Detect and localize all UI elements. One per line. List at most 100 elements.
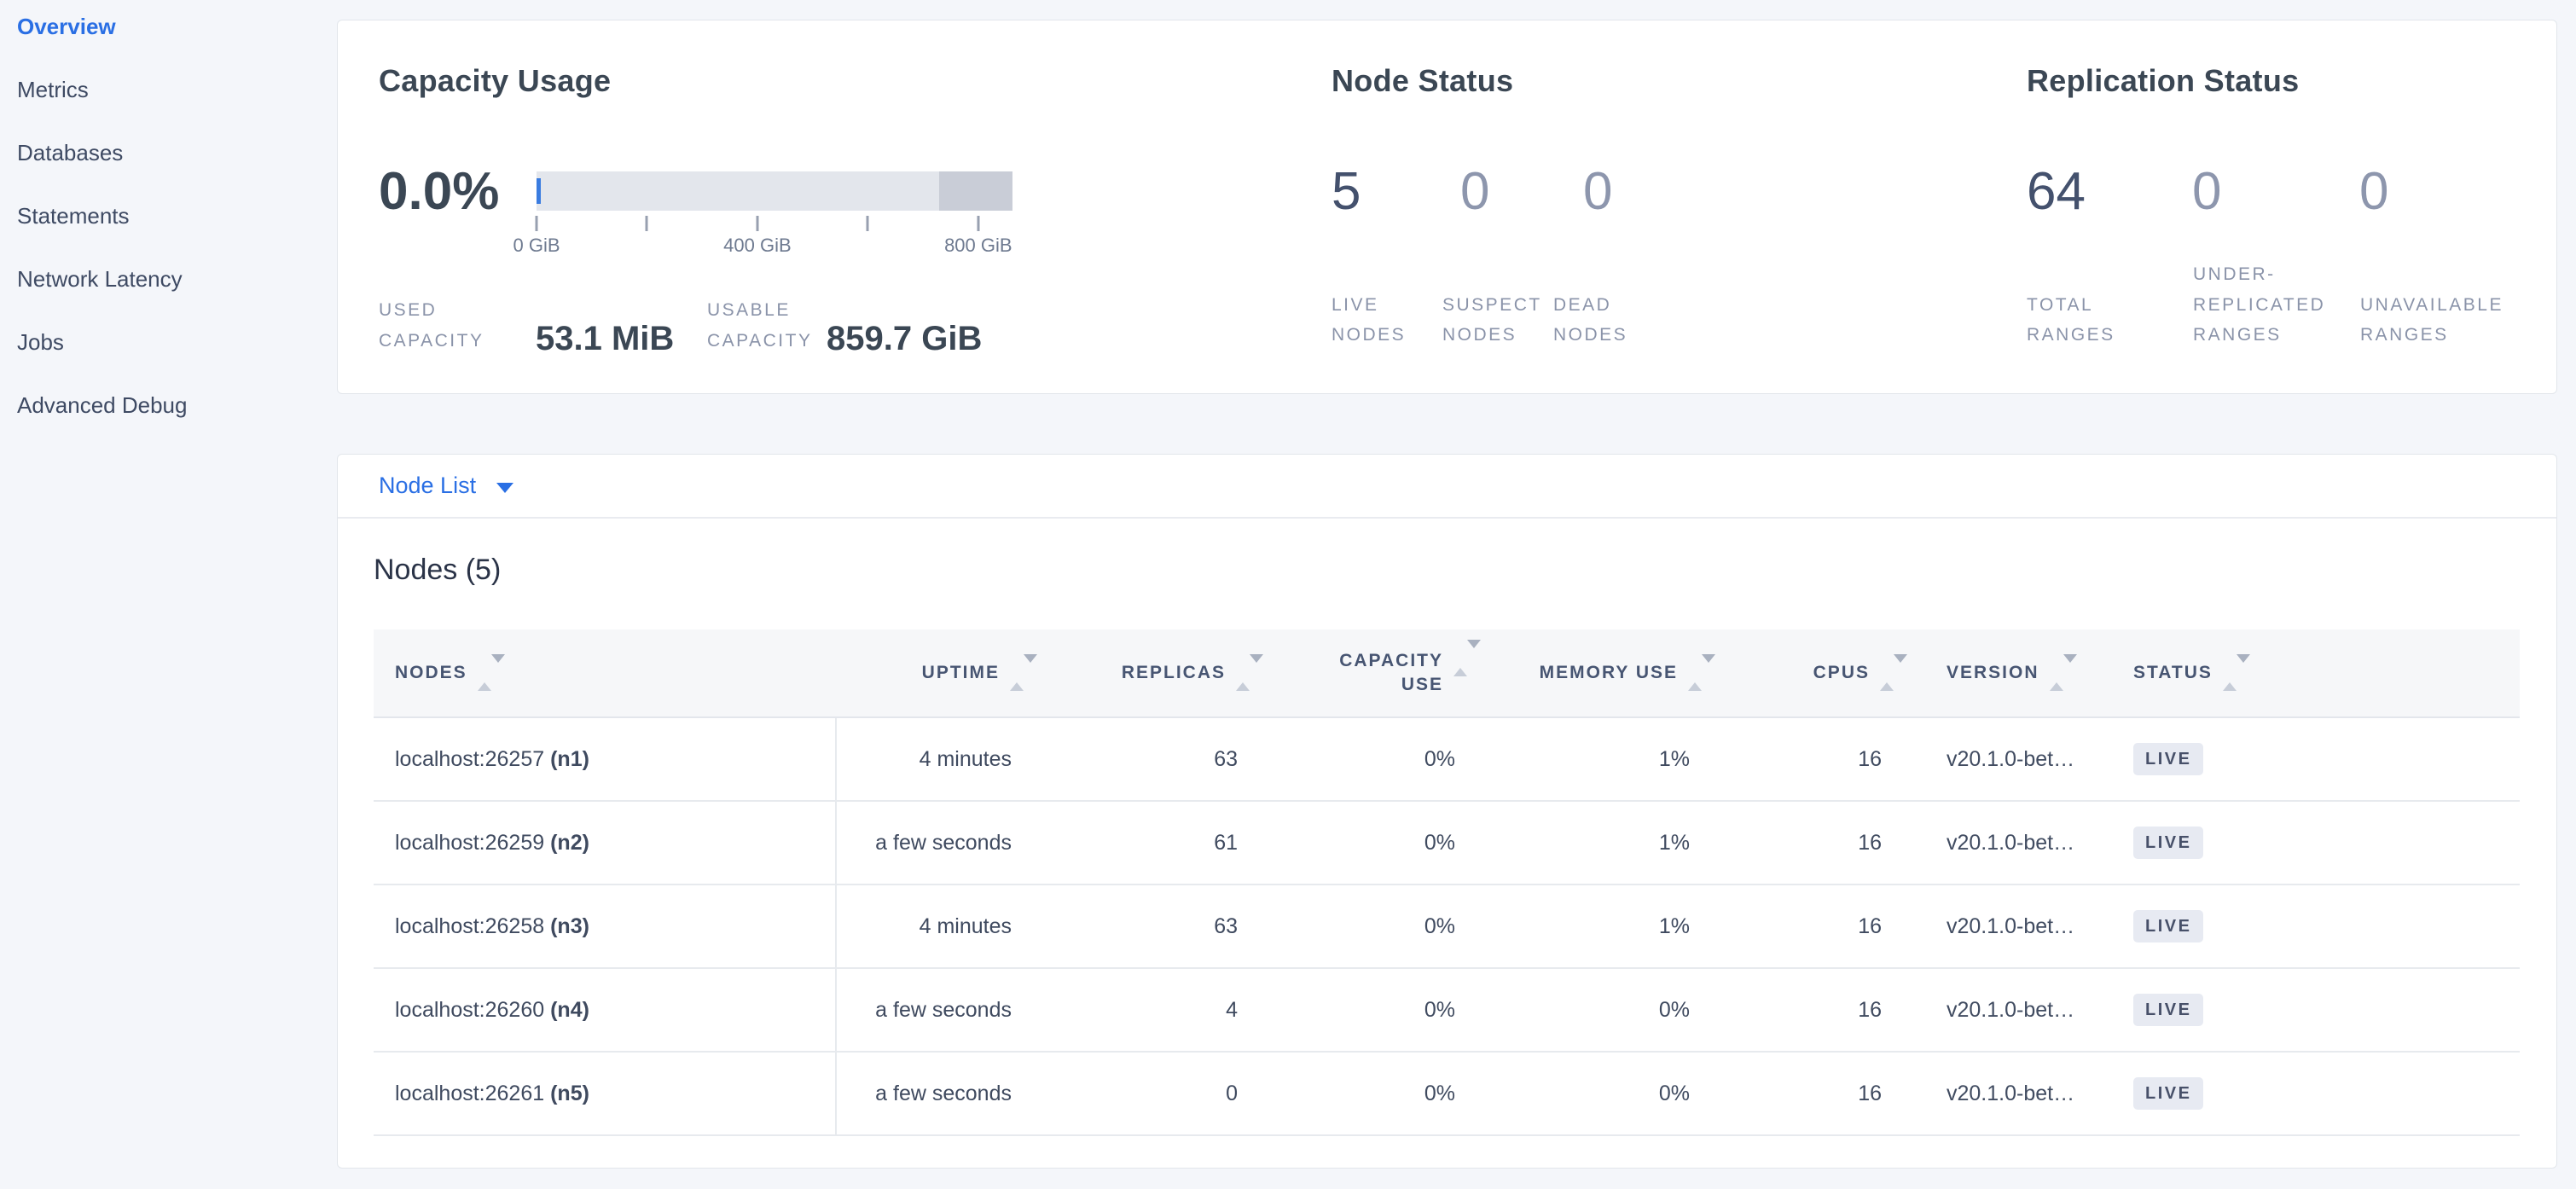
sort-icon bbox=[1010, 654, 1037, 691]
replicas-cell: 63 bbox=[1214, 914, 1238, 938]
node-id: (n3) bbox=[550, 914, 589, 938]
replication-values: 64 0 0 bbox=[2027, 165, 2388, 218]
nodes-count-title: Nodes (5) bbox=[374, 554, 502, 586]
suspect-nodes-label: SUSPECT NODES bbox=[1442, 294, 1542, 345]
column-header-memory-use[interactable]: MEMORY USE bbox=[1489, 629, 1724, 716]
memory-use-cell: 1% bbox=[1658, 914, 1690, 938]
node-address: localhost:26257 bbox=[395, 746, 545, 771]
node-list-dropdown[interactable]: Node List bbox=[379, 473, 514, 499]
capacity-gauge-row: 0.0% 0 GiB 400 GiB bbox=[379, 165, 1012, 258]
status-badge: LIVE bbox=[2133, 826, 2204, 859]
sidebar-item-databases[interactable]: Databases bbox=[17, 140, 124, 165]
sidebar-item-advanced-debug[interactable]: Advanced Debug bbox=[17, 392, 188, 418]
node-address: localhost:26258 bbox=[395, 914, 545, 938]
sidebar-item-statements[interactable]: Statements bbox=[17, 203, 130, 229]
node-address-link[interactable]: localhost:26259 (n2) bbox=[395, 831, 589, 856]
table-row: localhost:26258 (n3) 4 minutes 63 0% 1% … bbox=[374, 885, 2520, 969]
memory-use-cell: 1% bbox=[1658, 830, 1690, 855]
capacity-gauge-bar bbox=[537, 171, 1012, 211]
sort-icon bbox=[1880, 654, 1907, 691]
capacity-use-cell: 0% bbox=[1424, 746, 1455, 771]
status-cell: LIVE bbox=[2112, 885, 2520, 967]
column-label: VERSION bbox=[1947, 662, 2039, 682]
column-label: CAPACITY USE bbox=[1339, 650, 1443, 694]
sort-icon bbox=[2049, 654, 2077, 691]
column-header-cpus[interactable]: CPUS bbox=[1724, 629, 1916, 716]
gauge-tick-label: 0 GiB bbox=[513, 235, 560, 256]
sidebar: Overview Metrics Databases Statements Ne… bbox=[0, 0, 337, 1189]
memory-use-cell: 1% bbox=[1658, 746, 1690, 771]
main-content: Capacity Usage 0.0% bbox=[337, 0, 2576, 1189]
capacity-gauge-ticks bbox=[535, 216, 1012, 231]
view-selector-bar: Node List bbox=[338, 455, 2556, 519]
sidebar-item-metrics[interactable]: Metrics bbox=[17, 77, 89, 102]
node-address-link[interactable]: localhost:26257 (n1) bbox=[395, 747, 589, 772]
column-header-status[interactable]: STATUS bbox=[2112, 629, 2520, 716]
capacity-use-cell: 0% bbox=[1424, 830, 1455, 855]
node-name-cell[interactable]: localhost:26261 (n5) bbox=[374, 1053, 837, 1134]
capacity-use-cell: 0% bbox=[1424, 914, 1455, 938]
sidebar-item-overview[interactable]: Overview bbox=[17, 14, 116, 39]
cpus-cell: 16 bbox=[1858, 1081, 1882, 1105]
node-name-cell[interactable]: localhost:26260 (n4) bbox=[374, 969, 837, 1051]
capacity-gauge-used-marker bbox=[537, 178, 541, 204]
memory-use-cell: 0% bbox=[1658, 1081, 1690, 1105]
node-name-cell[interactable]: localhost:26258 (n3) bbox=[374, 885, 837, 967]
live-nodes-value: 5 bbox=[1332, 162, 1361, 221]
capacity-stats: USED CAPACITY 53.1 MiB USABLE CAPACITY 8… bbox=[379, 295, 982, 356]
node-address-link[interactable]: localhost:26258 (n3) bbox=[395, 914, 589, 939]
node-address-link[interactable]: localhost:26260 (n4) bbox=[395, 998, 589, 1023]
node-name-cell[interactable]: localhost:26257 (n1) bbox=[374, 718, 837, 800]
status-cell: LIVE bbox=[2112, 718, 2520, 800]
node-id: (n5) bbox=[550, 1081, 589, 1105]
sort-icon bbox=[1236, 654, 1263, 691]
node-id: (n4) bbox=[550, 997, 589, 1022]
column-label: MEMORY USE bbox=[1539, 662, 1678, 682]
version-cell: v20.1.0-bet… bbox=[1947, 746, 2075, 771]
node-list-card: Node List Nodes (5) NODES UPTIME bbox=[337, 454, 2557, 1169]
cpus-cell: 16 bbox=[1858, 830, 1882, 855]
sidebar-item-jobs[interactable]: Jobs bbox=[17, 329, 64, 355]
dead-nodes-label: DEAD NODES bbox=[1553, 294, 1628, 345]
replicas-cell: 4 bbox=[1226, 997, 1238, 1022]
usable-capacity-label: USABLE CAPACITY bbox=[707, 300, 813, 351]
nodes-table-header: NODES UPTIME REPLICAS CAPACITY USE bbox=[374, 629, 2520, 718]
total-ranges-label: TOTAL RANGES bbox=[2027, 294, 2115, 345]
column-header-nodes[interactable]: NODES bbox=[374, 629, 837, 716]
chevron-down-icon bbox=[496, 482, 514, 493]
uptime-cell: 4 minutes bbox=[919, 914, 1012, 938]
capacity-usage-section: Capacity Usage 0.0% bbox=[379, 63, 1061, 360]
version-cell: v20.1.0-bet… bbox=[1947, 1081, 2075, 1105]
unavailable-ranges-label: UNAVAILABLE RANGES bbox=[2360, 294, 2503, 345]
status-cell: LIVE bbox=[2112, 969, 2520, 1051]
status-badge: LIVE bbox=[2133, 994, 2204, 1026]
dead-nodes-value: 0 bbox=[1583, 162, 1613, 221]
column-label: UPTIME bbox=[921, 662, 1000, 682]
table-row: localhost:26259 (n2) a few seconds 61 0%… bbox=[374, 802, 2520, 885]
sort-icon bbox=[477, 654, 505, 691]
status-cell: LIVE bbox=[2112, 1053, 2520, 1134]
column-header-uptime[interactable]: UPTIME bbox=[837, 629, 1046, 716]
sidebar-item-network-latency[interactable]: Network Latency bbox=[17, 266, 183, 292]
node-name-cell[interactable]: localhost:26259 (n2) bbox=[374, 802, 837, 884]
sort-icon bbox=[2222, 654, 2250, 691]
column-header-replicas[interactable]: REPLICAS bbox=[1046, 629, 1272, 716]
gauge-tick bbox=[977, 216, 980, 231]
live-nodes-label: LIVE NODES bbox=[1332, 294, 1407, 345]
suspect-nodes-value: 0 bbox=[1460, 162, 1490, 221]
column-label: STATUS bbox=[2133, 662, 2213, 682]
column-header-capacity-use[interactable]: CAPACITY USE bbox=[1272, 629, 1489, 716]
column-header-version[interactable]: VERSION bbox=[1916, 629, 2112, 716]
node-address-link[interactable]: localhost:26261 (n5) bbox=[395, 1082, 589, 1106]
capacity-use-cell: 0% bbox=[1424, 997, 1455, 1022]
version-cell: v20.1.0-bet… bbox=[1947, 830, 2075, 855]
cpus-cell: 16 bbox=[1858, 914, 1882, 938]
nodes-table: NODES UPTIME REPLICAS CAPACITY USE bbox=[374, 629, 2520, 1136]
capacity-percent-value: 0.0% bbox=[379, 162, 500, 221]
capacity-gauge: 0 GiB 400 GiB 800 GiB bbox=[513, 171, 1012, 258]
node-address: localhost:26261 bbox=[395, 1081, 545, 1105]
version-cell: v20.1.0-bet… bbox=[1947, 997, 2075, 1022]
sort-icon bbox=[1688, 654, 1715, 691]
memory-use-cell: 0% bbox=[1658, 997, 1690, 1022]
status-badge: LIVE bbox=[2133, 1077, 2204, 1110]
